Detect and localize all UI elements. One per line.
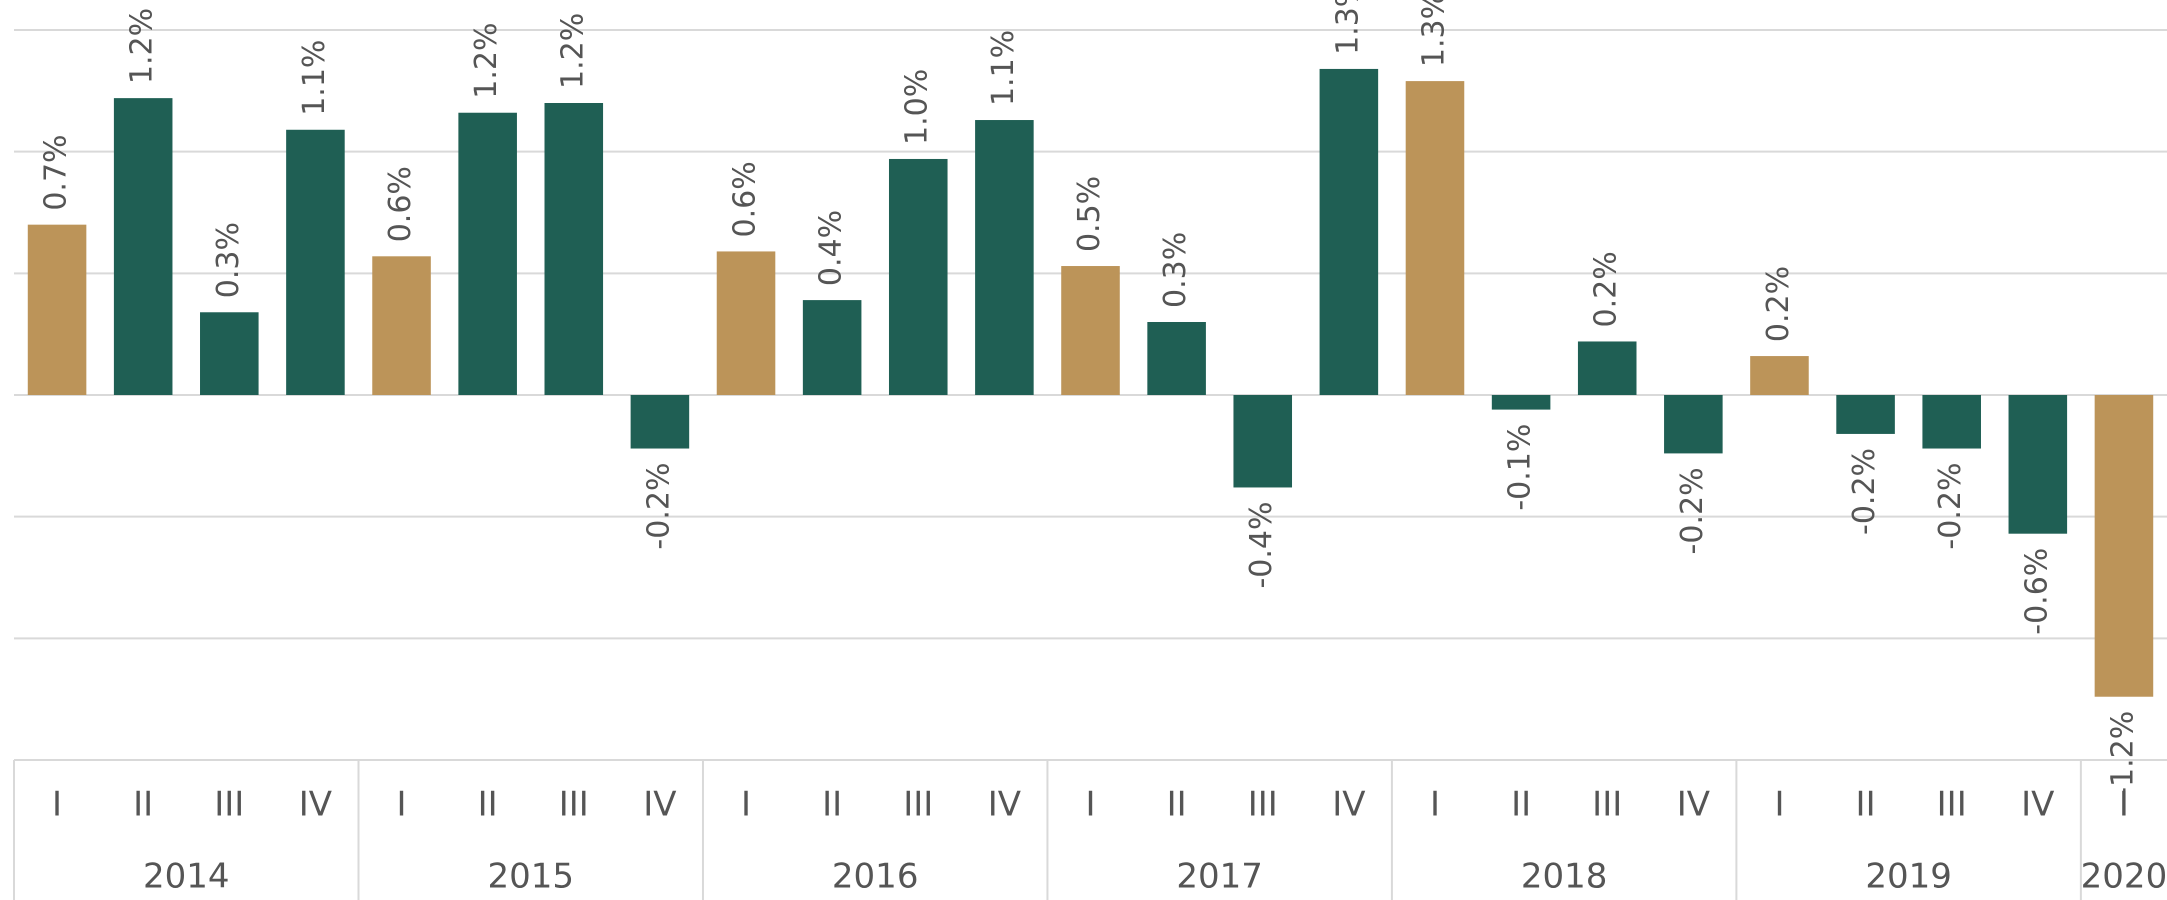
group-label: 2015 — [487, 857, 574, 897]
bar — [630, 395, 690, 449]
x-tick-label: III — [559, 785, 589, 825]
bar — [458, 112, 517, 395]
value-label: 0.3% — [211, 222, 246, 298]
bar — [372, 256, 431, 395]
value-label: 1.1% — [297, 40, 332, 116]
group-label: 2019 — [1865, 857, 1952, 897]
bar — [1233, 395, 1293, 488]
bar — [716, 251, 776, 395]
group-label: 2017 — [1176, 857, 1263, 897]
bar — [1061, 266, 1120, 395]
bar — [113, 98, 173, 395]
x-tick-label: IV — [643, 785, 676, 825]
x-tick-label: II — [1511, 785, 1531, 825]
value-label: 0.5% — [1072, 176, 1107, 252]
x-tick-label: IV — [2021, 785, 2054, 825]
bar — [888, 158, 948, 395]
bar — [1319, 68, 1379, 395]
value-label: -0.2% — [1675, 467, 1710, 554]
bar — [975, 120, 1034, 396]
group-label: 2018 — [1521, 857, 1608, 897]
x-tick-label: III — [903, 785, 933, 825]
x-tick-label: II — [822, 785, 842, 825]
value-label: 0.6% — [383, 166, 418, 242]
value-label: 0.6% — [728, 161, 763, 237]
value-label: -0.2% — [1847, 448, 1882, 535]
value-label: 0.7% — [39, 134, 74, 210]
value-label: 1.0% — [900, 69, 935, 145]
value-label: 0.2% — [1761, 266, 1796, 342]
x-tick-label: I — [1085, 785, 1095, 825]
x-tick-label: I — [741, 785, 751, 825]
value-label: -0.2% — [1933, 463, 1968, 550]
x-tick-label: I — [1774, 785, 1784, 825]
x-tick-label: IV — [988, 785, 1021, 825]
x-tick-label: II — [133, 785, 153, 825]
group-label: 2014 — [143, 857, 230, 897]
value-label: 0.4% — [814, 210, 849, 286]
bar — [544, 103, 604, 395]
bar — [286, 129, 345, 395]
value-label: 1.2% — [555, 13, 590, 89]
x-tick-label: IV — [1332, 785, 1365, 825]
value-label: -0.6% — [2019, 548, 2054, 635]
x-tick-label: III — [1248, 785, 1278, 825]
bar — [1836, 395, 1895, 434]
value-label: 1.3% — [1330, 0, 1365, 55]
group-label: 2020 — [2081, 857, 2167, 897]
bar — [1577, 341, 1637, 395]
value-label: 0.2% — [1589, 251, 1624, 327]
bar — [1147, 322, 1206, 395]
value-label: -1.2% — [2105, 711, 2140, 798]
bar — [2008, 395, 2068, 534]
group-label: 2016 — [832, 857, 919, 897]
x-tick-label: II — [1856, 785, 1876, 825]
bar — [1491, 395, 1551, 410]
bar — [1922, 395, 1981, 449]
value-label: -0.1% — [1503, 424, 1538, 511]
bar — [1405, 81, 1465, 395]
x-tick-label: II — [478, 785, 498, 825]
x-tick-label: I — [2119, 785, 2129, 825]
bar — [1750, 356, 1809, 395]
x-tick-label: II — [1167, 785, 1187, 825]
x-tick-label: IV — [299, 785, 332, 825]
value-label: 1.2% — [125, 8, 160, 84]
x-tick-label: IV — [1677, 785, 1710, 825]
x-tick-label: III — [214, 785, 244, 825]
value-label: 0.3% — [1158, 232, 1193, 308]
bar — [27, 224, 87, 395]
bar — [802, 300, 862, 395]
value-label: 1.2% — [469, 23, 504, 99]
x-tick-label: I — [52, 785, 62, 825]
value-label: -0.4% — [1244, 501, 1279, 588]
x-tick-label: III — [1592, 785, 1622, 825]
value-label: 1.1% — [986, 30, 1021, 106]
value-label: 1.3% — [1416, 0, 1451, 67]
bar — [200, 312, 259, 395]
x-tick-label: I — [397, 785, 407, 825]
bar — [1664, 395, 1723, 454]
x-tick-label: I — [1430, 785, 1440, 825]
x-tick-label: III — [1937, 785, 1967, 825]
bar — [2094, 395, 2154, 697]
value-label: -0.2% — [641, 463, 676, 550]
